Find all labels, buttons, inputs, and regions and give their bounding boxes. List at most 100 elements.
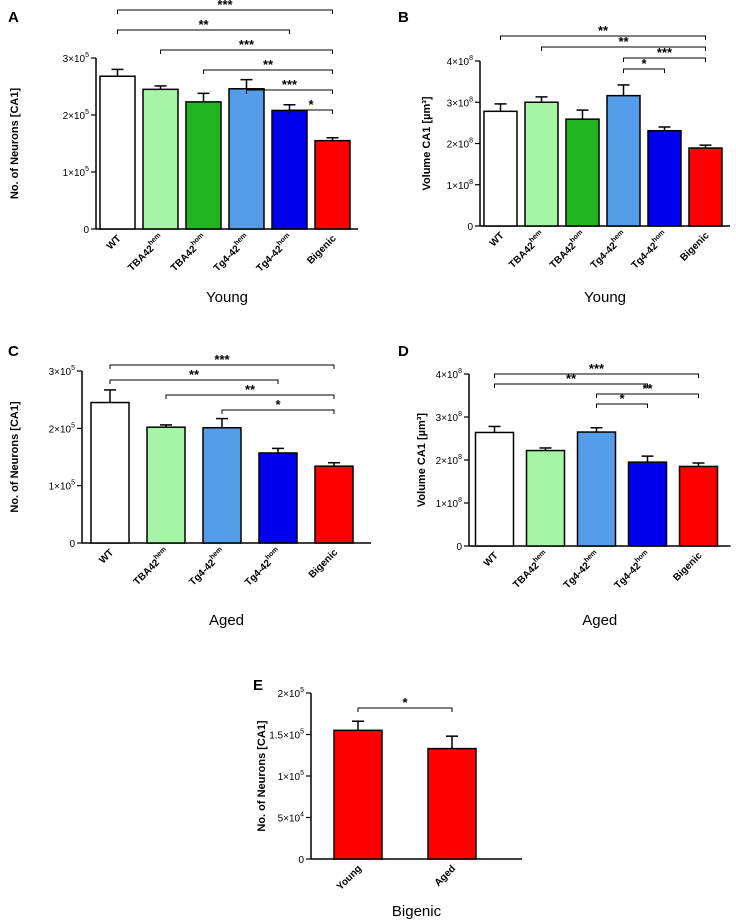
- panel-c-x-label: Aged: [209, 612, 244, 629]
- panel-a-x-tick-label-base: Bigenic: [305, 233, 339, 267]
- panel-d-x-tick-label-sup: hem: [532, 549, 547, 564]
- panel-c-y-tick-label-base: 2×10: [49, 424, 72, 435]
- panel-d-significance-bracket: [494, 383, 648, 388]
- panel-d-y-label: Volume CA1 [µm³]: [416, 413, 428, 507]
- panel-b-x-tick-label: TBA42hem: [506, 229, 548, 271]
- panel-a-y-tick-label: 2×105: [63, 109, 90, 122]
- panel-d-x-tick-label-base: Bigenic: [671, 550, 705, 584]
- panel-b-x-tick-label-sup: hem: [610, 229, 625, 244]
- panel-c-bar: [314, 465, 354, 544]
- panel-e-y-label: No. of Neurons [CA1]: [256, 720, 268, 832]
- panel-b-bar: [606, 94, 641, 227]
- panel-b-significance-label: *: [641, 56, 647, 71]
- panel-e-x-tick-label: Aged: [433, 863, 458, 888]
- panel-b-x-tick-label: Bigenic: [678, 230, 712, 264]
- panel-c-x-tick-label-base: Bigenic: [307, 547, 341, 581]
- panel-d-y-tick-label-base: 3×10: [436, 413, 459, 424]
- panel-a-y-tick-label: 3×105: [63, 52, 90, 65]
- panel-a-y-tick-label-base: 1×10: [63, 168, 86, 179]
- panel-e-y-tick-label: 5×104: [278, 812, 305, 825]
- panel-d-letter: D: [398, 343, 409, 360]
- panel-d-y-tick-label-base: 1×10: [436, 499, 459, 510]
- panel-b-x-tick-label: WT: [488, 230, 507, 249]
- panel-b-x-tick-label-sup: hom: [651, 229, 666, 244]
- panel-a-bar: [271, 109, 308, 230]
- panel-b-y-tick-label: 4×108: [447, 55, 474, 68]
- panel-c-y-tick-label-sup: 5: [71, 480, 75, 487]
- panel-a-x-tick-label: Tg4-42hom: [253, 232, 295, 274]
- panel-a-y-tick-label-base: 2×10: [63, 111, 86, 122]
- panel-e-y-tick-label: 2×105: [278, 687, 305, 700]
- panel-a-significance-label: *: [308, 97, 314, 112]
- panel-a-significance-label: **: [198, 17, 209, 32]
- panel-e-y-tick-label-sup: 4: [300, 812, 304, 819]
- panel-c-bar: [258, 452, 298, 544]
- panel-d-significance-bracket: [596, 393, 699, 398]
- panel-c-y-tick-label: 2×105: [49, 422, 76, 435]
- panel-a-significance-bracket: [117, 9, 333, 14]
- panel-e-letter: E: [253, 677, 263, 694]
- panel-c-significance-label: **: [245, 382, 256, 397]
- panel-b-y-tick-label: 2×108: [447, 138, 474, 151]
- panel-a-x-tick-label: Bigenic: [305, 233, 339, 267]
- panel-b-significance-bracket: [500, 35, 706, 40]
- panel-b-y-tick-label-sup: 8: [469, 96, 473, 103]
- panel-b-x-tick-label-base: WT: [488, 230, 507, 249]
- panel-d-x-tick-label-sup: hem: [583, 549, 598, 564]
- panel-b-y-tick-label-base: 2×10: [447, 140, 470, 151]
- panel-d-y-tick-label-base: 0: [456, 542, 462, 553]
- panel-a-letter: A: [8, 9, 19, 26]
- panel-e-significance-bracket: [357, 707, 453, 712]
- panel-d-y-tick-label: 0: [456, 542, 462, 553]
- panel-a-x-tick-label-base: Tg4-42: [255, 243, 286, 274]
- panel-e-y-tick-label-sup: 5: [300, 687, 304, 694]
- panel-a-y-tick-label-sup: 5: [85, 52, 89, 59]
- panel-d-bar: [678, 465, 719, 547]
- panel-a-x-tick-label-sup: hem: [147, 232, 162, 247]
- panel-a-significance-bracket: [117, 29, 290, 34]
- panel-c-bar: [146, 426, 186, 544]
- panel-c-y-tick-label: 0: [69, 539, 75, 550]
- panel-b-x-tick-label-sup: hom: [569, 229, 584, 244]
- panel-c-significance-label: *: [275, 397, 281, 412]
- panel-b-bar: [483, 110, 518, 227]
- panel-d-significance-label: ***: [589, 361, 605, 376]
- panel-d-bar: [474, 431, 515, 547]
- panel-a-x-tick-label-base: Tg4-42: [212, 243, 243, 274]
- panel-e-x-tick-label-base: Aged: [433, 863, 458, 888]
- panel-b-y-tick-label-base: 3×10: [447, 98, 470, 109]
- panel-a-x-tick-label: Tg4-42hem: [210, 232, 252, 274]
- panel-c-y-tick-label: 1×105: [49, 480, 76, 493]
- panel-e-x-label: Bigenic: [392, 903, 442, 920]
- panel-a-y-tick-label-sup: 5: [85, 166, 89, 173]
- panel-d-y-tick-label-sup: 8: [458, 454, 462, 461]
- panel-d-y-tick-label-sup: 8: [458, 497, 462, 504]
- panel-b-y-tick-label-base: 0: [467, 222, 473, 233]
- panel-c-significance-bracket: [221, 409, 335, 414]
- panel-e-bar: [427, 747, 477, 860]
- panel-b-x-tick-label-sup: hem: [528, 229, 543, 244]
- panel-b-significance-bracket: [541, 46, 706, 51]
- panel-a-bar: [142, 88, 179, 230]
- panel-d-significance-bracket: [596, 403, 648, 408]
- panel-b-x-tick-label-base: TBA42: [507, 240, 537, 270]
- panel-b-letter: B: [398, 9, 409, 26]
- panel-a-y-tick-label: 1×105: [63, 166, 90, 179]
- panel-b-x-tick-label-base: TBA42: [548, 240, 578, 270]
- panel-b-significance-label: **: [618, 34, 629, 49]
- panel-e-y-tick-label: 1×105: [278, 770, 305, 783]
- panel-b-y-tick-label: 3×108: [447, 96, 474, 109]
- panel-c-y-tick-label-base: 1×10: [49, 482, 72, 493]
- panel-a-x-tick-label-base: WT: [105, 233, 124, 252]
- panel-a-significance-bracket: [246, 89, 333, 94]
- panel-a-significance-bracket: [289, 109, 333, 114]
- panel-e-y-tick-label-sup: 5: [300, 729, 304, 736]
- panel-c-significance-label: ***: [214, 352, 230, 367]
- panel-e-significance-label: *: [402, 695, 408, 710]
- panel-d-x-tick-label: Tg4-42hem: [560, 549, 602, 591]
- panel-b-significance-bracket: [623, 68, 665, 73]
